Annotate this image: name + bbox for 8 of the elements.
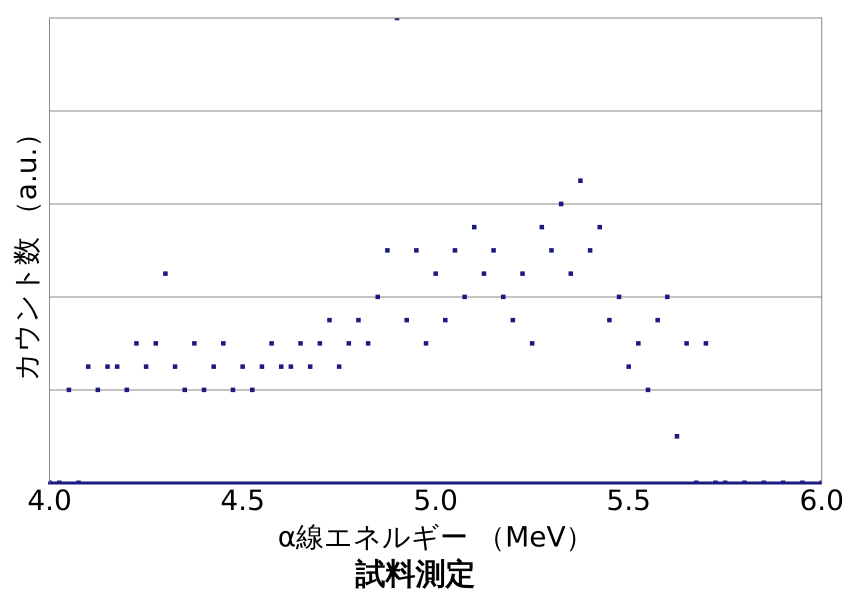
x-tick-label: 4.5 [220, 484, 265, 517]
x-axis-title: α線エネルギー （MeV） [278, 520, 594, 554]
x-tick-label: 5.5 [606, 484, 651, 517]
text: 試料測定 [354, 556, 476, 592]
y-axis-title: カウント数 （a.u.） [10, 120, 44, 382]
x-tick-label: 5.0 [413, 484, 458, 517]
x-tick-label: 4.0 [27, 484, 72, 517]
x-tick-label: 6.0 [799, 484, 844, 517]
